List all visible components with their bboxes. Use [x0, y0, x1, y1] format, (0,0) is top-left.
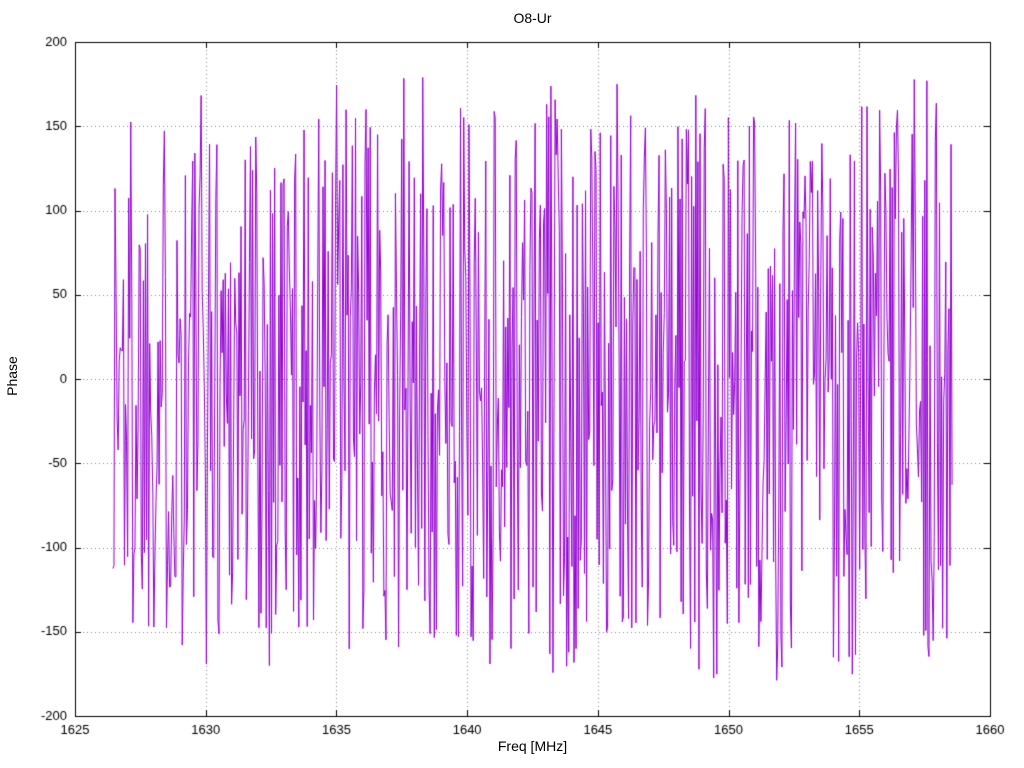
chart-title: O8-Ur — [513, 10, 552, 26]
y-axis-label: Phase — [4, 356, 20, 396]
x-axis-label: Freq [MHz] — [497, 738, 568, 754]
